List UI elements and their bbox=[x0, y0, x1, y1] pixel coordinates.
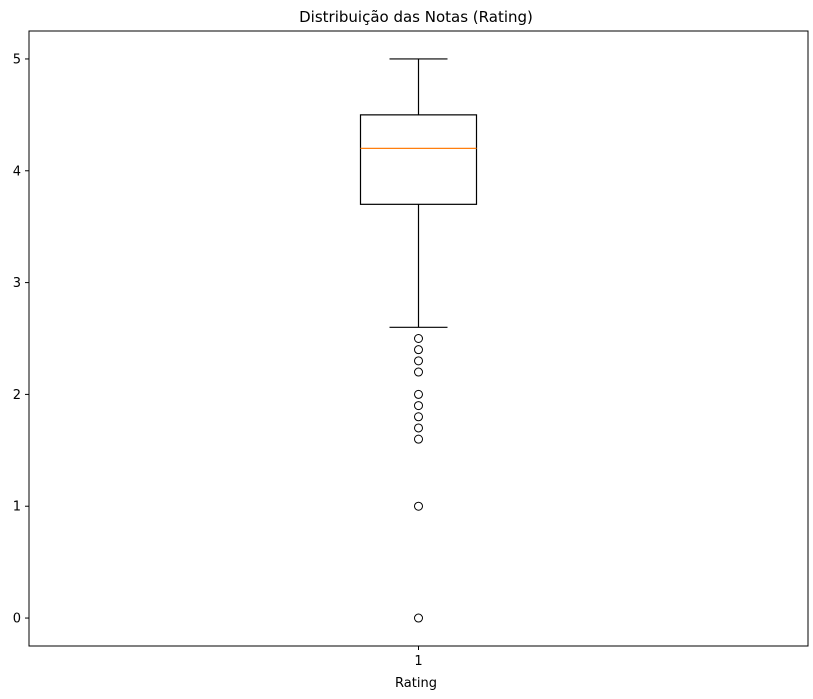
y-axis: 0 1 2 3 4 5 bbox=[13, 52, 29, 627]
x-axis: 1 bbox=[414, 646, 423, 669]
y-tick-label: 3 bbox=[13, 276, 21, 291]
outlier-point bbox=[414, 345, 423, 355]
outlier-point bbox=[414, 434, 423, 444]
outlier-point bbox=[414, 613, 423, 623]
y-tick-label: 5 bbox=[13, 52, 21, 67]
outlier-point bbox=[414, 501, 423, 511]
chart-title: Distribuição das Notas (Rating) bbox=[299, 8, 533, 26]
boxplot-series bbox=[359, 58, 478, 623]
outlier-point bbox=[414, 412, 423, 422]
y-tick-label: 2 bbox=[13, 388, 21, 403]
outlier-point bbox=[414, 389, 423, 399]
outlier-point bbox=[414, 334, 423, 343]
outlier-point bbox=[414, 423, 423, 433]
plot-area-frame bbox=[28, 30, 809, 647]
interquartile-box bbox=[359, 114, 478, 205]
x-tick-label: 1 bbox=[414, 654, 422, 669]
outlier-point bbox=[414, 367, 423, 377]
outlier-point bbox=[414, 356, 423, 366]
y-tick-label: 0 bbox=[13, 612, 21, 627]
box-group bbox=[359, 58, 478, 623]
x-axis-label: Rating bbox=[395, 676, 437, 691]
y-tick-label: 1 bbox=[13, 500, 21, 515]
y-tick-label: 4 bbox=[13, 164, 21, 179]
outlier-point bbox=[414, 401, 423, 411]
